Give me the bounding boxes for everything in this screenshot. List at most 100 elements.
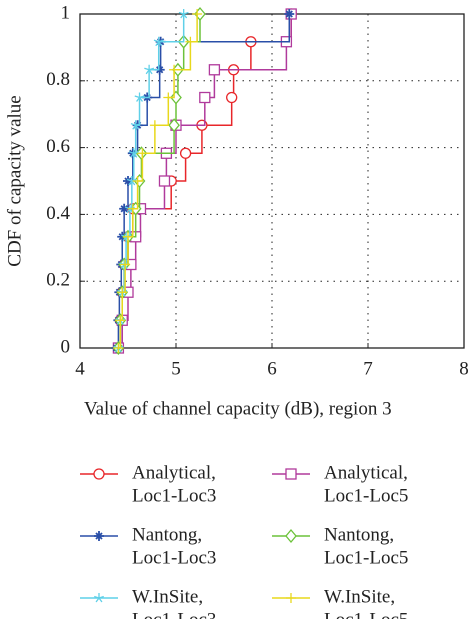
marker — [192, 9, 203, 19]
legend-label: Analytical, — [132, 462, 216, 483]
y-tick-label: 0.8 — [46, 69, 70, 90]
marker — [285, 468, 297, 480]
y-tick-label: 0 — [61, 336, 71, 357]
marker — [185, 36, 196, 47]
marker-shape — [192, 9, 203, 19]
marker-shape — [153, 36, 164, 47]
marker — [134, 92, 145, 102]
marker-shape — [185, 36, 196, 47]
marker-shape — [120, 259, 131, 270]
marker — [137, 148, 148, 159]
legend-item: W.InSite, Loc1-Loc3 — [80, 586, 216, 619]
legend-item: Nantong,Loc1-Loc5 — [272, 524, 408, 568]
legend-label: Loc1-Loc5 — [324, 485, 408, 506]
x-tick-label: 5 — [171, 358, 181, 379]
marker-shape — [132, 176, 143, 186]
marker — [168, 118, 180, 133]
marker-shape — [123, 176, 133, 186]
marker-shape — [226, 91, 238, 104]
marker — [93, 468, 105, 480]
marker — [208, 64, 221, 76]
marker — [284, 9, 295, 19]
x-axis-label: Value of channel capacity (dB), region 3 — [84, 398, 392, 419]
x-tick-label: 6 — [267, 358, 277, 379]
legend-item: Nantong,Loc1-Loc3 — [80, 524, 216, 568]
marker — [179, 147, 192, 159]
marker-shape — [168, 118, 180, 133]
marker-shape — [178, 9, 189, 19]
marker-shape — [284, 9, 295, 19]
marker — [144, 64, 155, 75]
marker-shape — [128, 148, 139, 158]
y-axis-label: CDF of capacity value — [4, 95, 25, 266]
marker — [113, 343, 124, 353]
x-tick-label: 4 — [75, 358, 85, 379]
marker — [130, 120, 141, 130]
legend-item: Analytical,Loc1-Loc5 — [272, 462, 408, 506]
marker-shape — [134, 92, 145, 102]
marker — [153, 36, 164, 47]
marker — [154, 64, 165, 75]
marker — [132, 176, 143, 186]
marker-shape — [169, 64, 180, 75]
marker — [94, 531, 104, 541]
marker-shape — [163, 92, 174, 103]
marker-shape — [94, 593, 104, 603]
x-tick-label: 8 — [459, 358, 469, 379]
marker — [127, 203, 138, 214]
marker-shape — [119, 203, 130, 214]
marker-shape — [123, 231, 133, 242]
marker — [163, 92, 174, 103]
marker-shape — [93, 468, 105, 480]
legend-label: Loc1-Loc5 — [324, 547, 408, 568]
y-tick-label: 1 — [61, 2, 71, 23]
marker — [169, 64, 180, 75]
marker-shape — [154, 64, 165, 75]
marker — [285, 528, 297, 544]
legend-label: Nantong, — [132, 524, 202, 545]
marker-shape — [286, 593, 296, 603]
marker — [226, 91, 238, 104]
marker — [178, 9, 189, 19]
marker-shape — [94, 531, 104, 541]
y-tick-label: 0.6 — [46, 136, 70, 157]
marker — [123, 176, 133, 186]
legend-item: Analytical,Loc1-Loc3 — [80, 462, 216, 506]
marker-shape — [126, 176, 137, 186]
legend-label: W.InSite, — [324, 586, 395, 607]
legend-label: W.InSite, — [132, 586, 203, 607]
marker-shape — [130, 120, 141, 130]
marker — [128, 148, 139, 158]
marker-shape — [285, 528, 297, 544]
marker — [286, 593, 296, 603]
marker-shape — [285, 468, 297, 480]
marker-shape — [115, 315, 126, 326]
marker-shape — [199, 91, 211, 104]
marker-shape — [113, 343, 124, 353]
marker — [115, 315, 126, 326]
marker-shape — [158, 175, 171, 187]
legend-label: Nantong, — [324, 524, 394, 545]
legend-label: Analytical, — [324, 462, 408, 483]
plot-frame — [79, 13, 465, 349]
marker-shape — [144, 64, 155, 75]
marker-shape — [208, 64, 221, 76]
marker — [123, 231, 133, 242]
marker — [149, 120, 160, 131]
legend-label: Loc1-Loc3 — [132, 609, 216, 619]
marker — [117, 287, 128, 298]
legend-label: Loc1-Loc5 — [324, 609, 408, 619]
legend-label: Loc1-Loc3 — [132, 547, 216, 568]
marker — [126, 176, 137, 186]
y-tick-label: 0.2 — [46, 270, 70, 291]
marker-shape — [137, 148, 148, 159]
marker — [158, 175, 171, 187]
marker-shape — [117, 287, 128, 298]
marker-shape — [179, 147, 192, 159]
marker — [120, 259, 131, 270]
y-tick-label: 0.4 — [46, 203, 70, 224]
marker — [199, 91, 211, 104]
marker — [119, 203, 130, 214]
marker-shape — [149, 120, 160, 131]
